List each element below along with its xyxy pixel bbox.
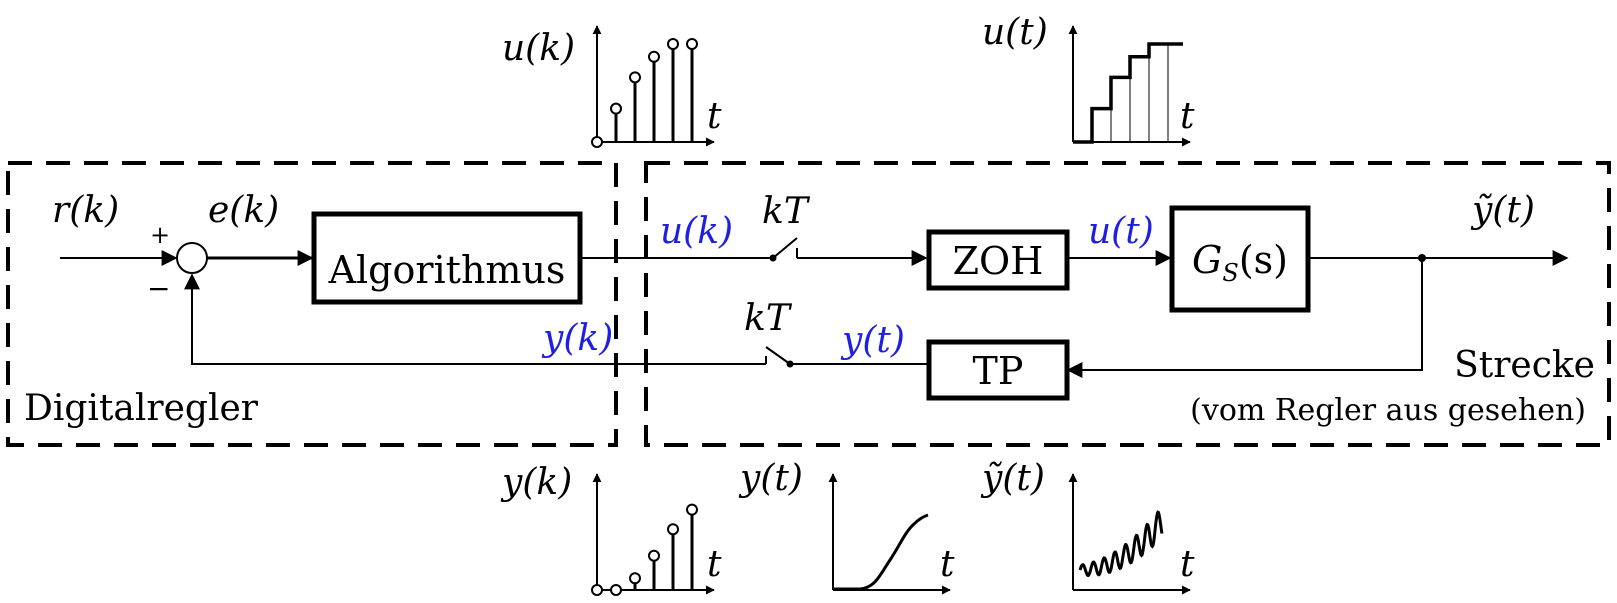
sketch-u-k-sample-point — [629, 71, 641, 84]
sketch-y-tilde-label: ỹ(t) — [980, 458, 1045, 499]
sketch-y-tilde-curve — [1078, 510, 1164, 578]
sketch-y-k-label: y(k) — [500, 462, 572, 503]
sketch-y-tilde-axis-label: t — [1180, 544, 1195, 585]
sketch-u-k-sample-point — [610, 102, 622, 115]
sketch-y-k-sample-point — [667, 523, 679, 536]
sketch-y-k-sample-point — [686, 503, 698, 516]
plant-region — [644, 161, 1611, 447]
sketch-u-t: u(t) t — [982, 12, 1195, 147]
sketch-y-t-label: y(t) — [738, 458, 803, 499]
algorithm-block — [311, 211, 583, 305]
sketch-y-k-sample-point — [610, 584, 622, 596]
zoh-block — [926, 229, 1070, 291]
lowpass-filter-label: TP — [973, 349, 1024, 393]
controller-region — [6, 161, 618, 447]
controller-label: Digitalregler — [24, 388, 259, 429]
reference-signal-label: r(k) — [52, 190, 119, 231]
sampler-bottom-label: kT — [744, 298, 793, 339]
sketch-u-k-sample-point — [591, 136, 603, 148]
u-t-wire-label: u(t) — [1088, 211, 1154, 252]
sketch-u-k: u(k) t — [502, 25, 722, 148]
sampler-bottom-blade — [765, 346, 791, 365]
feedback-wire-to-tp — [1066, 258, 1423, 378]
u-k-wire-label: u(k) — [660, 211, 733, 252]
zoh-label: ZOH — [953, 239, 1044, 283]
y-t-wire-label: y(t) — [840, 320, 905, 361]
sketch-y-t-curve — [833, 513, 929, 591]
sketch-u-t-staircase — [1073, 42, 1183, 144]
minus-sign: − — [147, 272, 170, 305]
sketch-y-k-sample-point — [629, 572, 641, 585]
sampler-top-blade — [772, 237, 798, 259]
sketch-u-t-label: u(t) — [982, 12, 1048, 53]
sketch-u-t-axis-label: t — [1180, 96, 1195, 137]
plus-sign: + — [150, 221, 170, 249]
plant-sublabel: (vom Regler aus gesehen) — [1190, 393, 1586, 428]
sketch-u-k-label: u(k) — [502, 28, 575, 69]
sketch-y-k-sample-point — [648, 549, 660, 562]
sketch-u-k-sample-point — [648, 50, 660, 63]
sketch-y-t-axis-label: t — [940, 544, 955, 585]
feedback-wire-to-junction — [184, 273, 766, 365]
sketch-u-k-sample-point — [686, 38, 698, 50]
lowpass-filter-block — [926, 339, 1070, 401]
plant-transfer-label: GS(s) — [1192, 238, 1288, 287]
sampler-top-label: kT — [762, 191, 811, 232]
sketch-u-k-sample-point — [667, 38, 679, 50]
sketch-y-k: y(k) t — [500, 462, 722, 596]
sketch-y-k-sample-point — [591, 584, 603, 596]
algorithm-label: Algorithmus — [328, 248, 566, 292]
sketch-u-k-axis-label: t — [707, 96, 722, 137]
sketch-y-tilde: ỹ(t) t — [980, 458, 1195, 595]
y-k-wire-label: y(k) — [541, 318, 613, 359]
sketch-y-k-axis-label: t — [707, 544, 722, 585]
plant-label: Strecke — [1454, 345, 1595, 386]
output-signal-label: ỹ(t) — [1470, 190, 1535, 231]
error-signal-label: e(k) — [208, 190, 279, 231]
sketch-y-t: y(t) t — [738, 458, 955, 595]
summing-junction — [176, 242, 208, 274]
